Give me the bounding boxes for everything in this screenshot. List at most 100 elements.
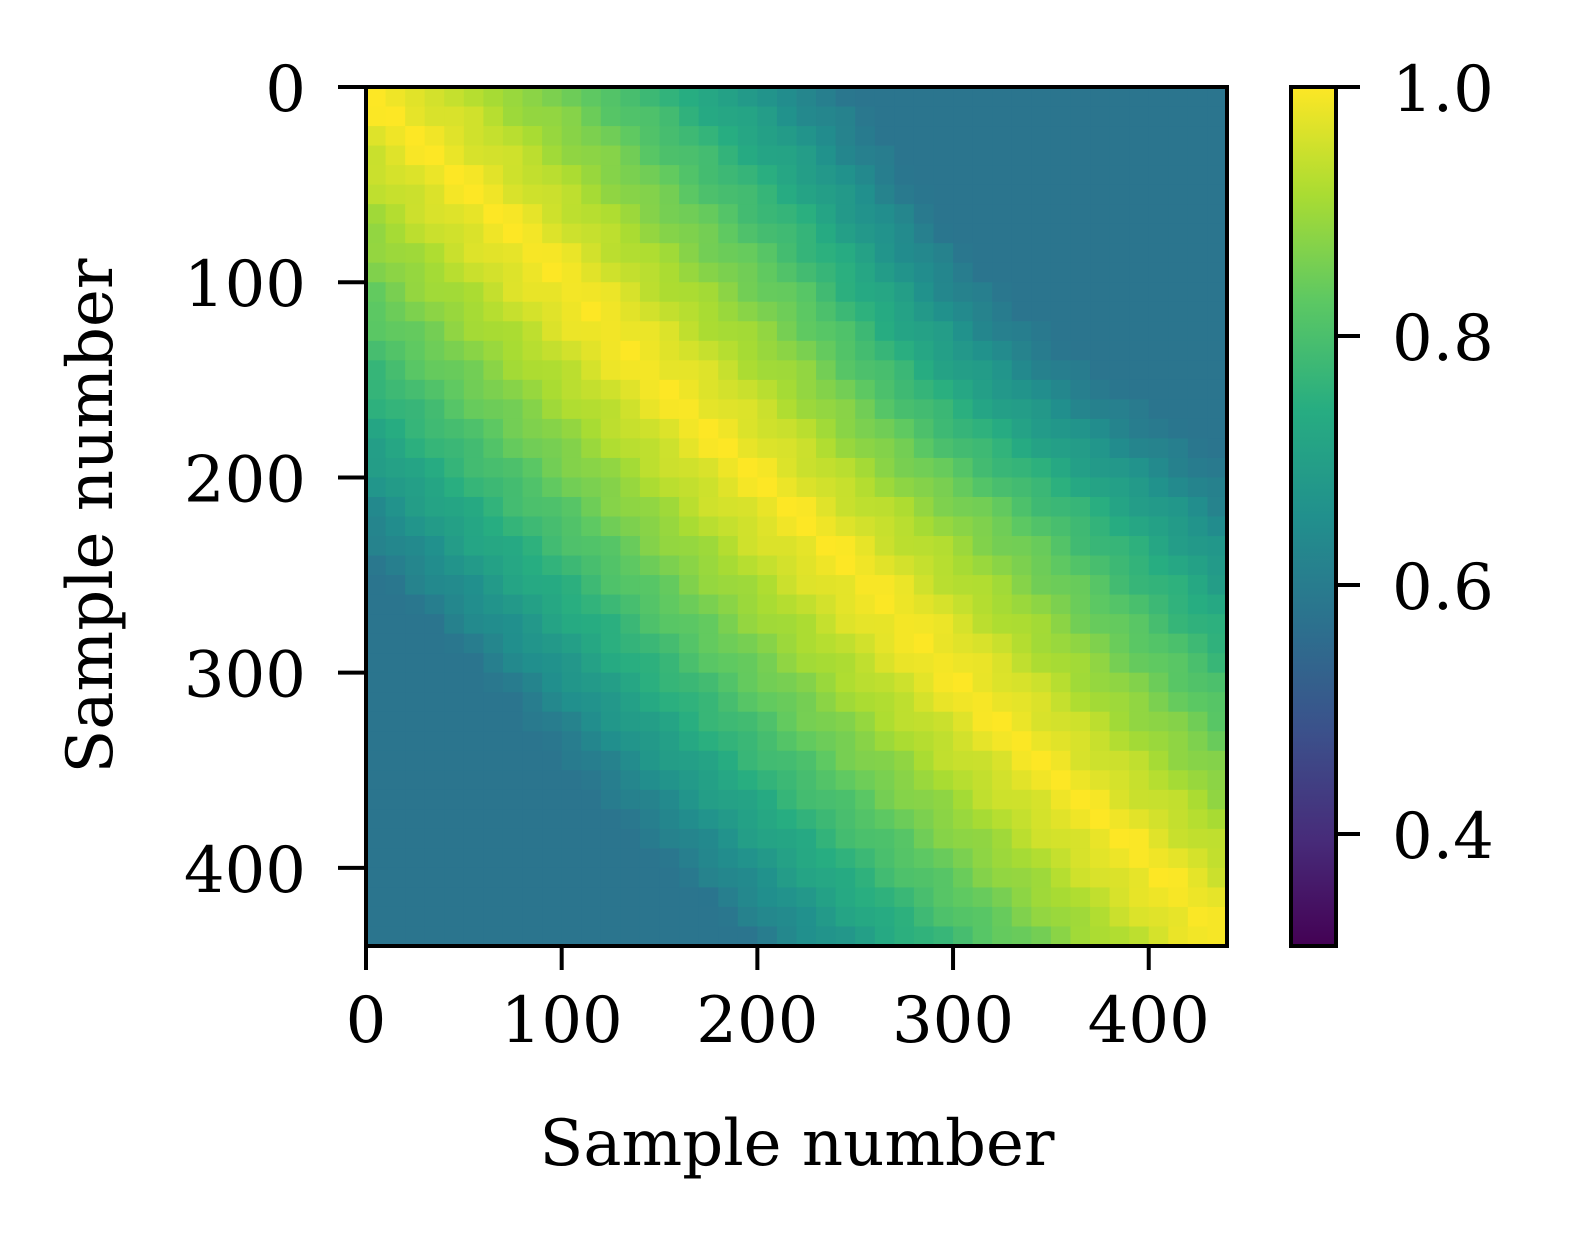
heatmap-cell [639,516,661,537]
heatmap-cell [1050,926,1072,947]
heatmap-cell [1187,926,1209,947]
heatmap-cell [639,223,661,244]
heatmap-cell [600,126,621,147]
heatmap-cell [659,223,680,244]
heatmap-cell [972,438,993,459]
heatmap-cell [816,575,837,596]
heatmap-cell [992,223,1013,244]
heatmap-cell [1187,594,1209,615]
heatmap-cell [757,692,778,713]
heatmap-cell [737,770,758,791]
heatmap-cell [1129,204,1150,225]
heatmap-cell [1148,477,1169,498]
heatmap-cell [796,399,817,420]
heatmap-cell [600,692,621,713]
heatmap-cell [542,789,563,810]
heatmap-cell [1148,555,1169,576]
heatmap-cell [1207,809,1228,830]
heatmap-cell [620,828,641,849]
heatmap-cell [972,399,993,420]
heatmap-cell [874,536,895,557]
heatmap-cell [933,204,954,225]
heatmap-cell [816,555,837,576]
heatmap-cell [483,204,504,225]
heatmap-cell [405,828,426,849]
heatmap-cell [1109,633,1130,654]
heatmap-cell [639,496,661,518]
heatmap-cell [1168,887,1189,908]
x-axis: 0 100 200 300 400 [346,946,1210,1058]
heatmap-cell [1031,399,1052,420]
heatmap-cell [1148,614,1169,635]
heatmap-cell [581,145,602,166]
heatmap-cell [522,262,543,283]
heatmap-cell [1050,867,1072,889]
heatmap-cell [835,379,856,400]
heatmap-cell [894,867,915,889]
heatmap-cell [816,789,837,810]
heatmap-cell [737,145,758,166]
heatmap-cell [737,301,758,322]
heatmap-cell [620,87,641,108]
heatmap-cell [1070,594,1091,615]
heatmap-cell [522,418,543,440]
heatmap-cell [502,926,524,947]
heatmap-cell [366,614,387,635]
heatmap-cell [424,496,445,518]
heatmap-cell [444,711,465,732]
heatmap-cell [1168,126,1189,147]
heatmap-cell [522,848,543,869]
heatmap-cell [600,614,621,635]
heatmap-cell [542,770,563,791]
heatmap-cell [874,340,895,361]
heatmap-cell [757,672,778,693]
heatmap-cell [874,828,895,849]
heatmap-cell [405,438,426,459]
heatmap-cell [385,555,406,576]
heatmap-cell [698,906,719,928]
heatmap-cell [659,126,680,147]
heatmap-cell [718,516,739,537]
heatmap-cell [835,106,856,127]
heatmap-cell [620,379,641,400]
heatmap-cell [757,809,778,830]
heatmap-cell [659,653,680,674]
heatmap-cell [855,282,876,303]
heatmap-cell [522,145,543,166]
heatmap-cell [776,555,798,576]
heatmap-cell [953,438,974,459]
heatmap-cell [933,301,954,322]
heatmap-cell [1070,360,1091,381]
heatmap-cell [483,711,504,732]
heatmap-cell [796,575,817,596]
heatmap-cell [874,126,895,147]
heatmap-cell [757,262,778,283]
heatmap-cell [542,379,563,400]
heatmap-cell [1011,750,1032,771]
heatmap-cell [444,555,465,576]
heatmap-cell [405,262,426,283]
heatmap-cell [366,457,387,479]
heatmap-cell [992,848,1013,869]
heatmap-cell [776,418,798,440]
heatmap-cell [1129,321,1150,342]
heatmap-cell [698,282,719,303]
heatmap-cell [581,204,602,225]
heatmap-cell [502,750,524,771]
heatmap-cell [1031,282,1052,303]
heatmap-cell [913,204,935,225]
heatmap-cell [581,126,602,147]
heatmap-cell [522,614,543,635]
heatmap-cell [1109,321,1130,342]
heatmap-cell [463,360,485,381]
heatmap-cell [913,243,935,264]
heatmap-cell [874,418,895,440]
heatmap-cell [776,789,798,810]
heatmap-cell [600,184,621,205]
heatmap-cell [796,165,817,186]
heatmap-cell [1109,262,1130,283]
heatmap-cell [679,243,700,264]
heatmap-cell [913,340,935,361]
heatmap-cell [522,204,543,225]
heatmap-cell [855,555,876,576]
